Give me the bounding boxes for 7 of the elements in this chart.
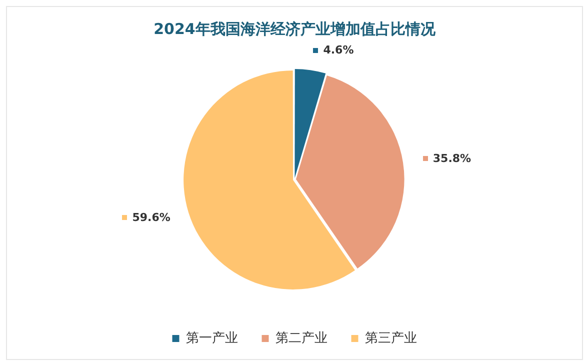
legend-label: 第一产业: [186, 330, 238, 346]
data-label: 35.8%: [432, 152, 472, 166]
data-label: 4.6%: [323, 44, 354, 57]
chart-title: 2024年我国海洋经济产业增加值占比情况: [154, 20, 436, 38]
legend-label: 第三产业: [364, 330, 417, 346]
legend-label: 第二产业: [275, 330, 328, 346]
data-label: 59.6%: [132, 210, 170, 224]
